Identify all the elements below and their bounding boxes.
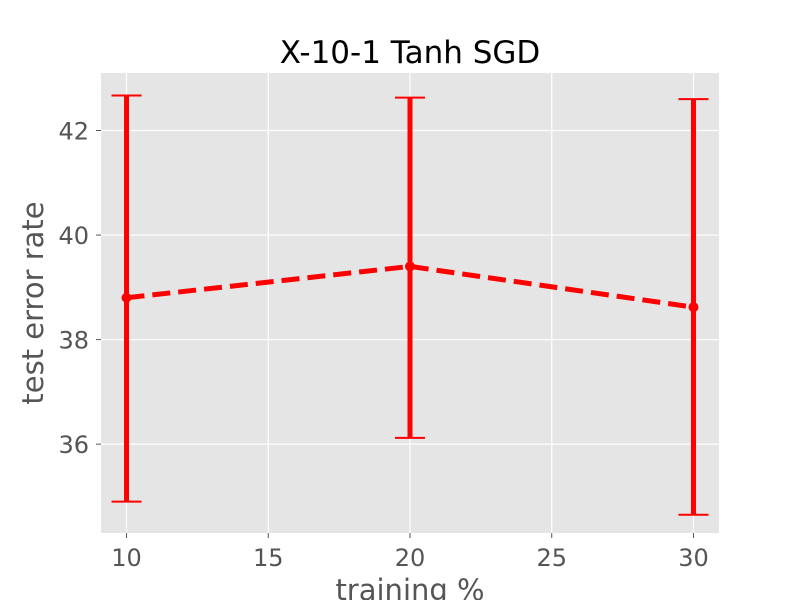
x-tick-label: 15 [253,544,284,572]
series-line [126,263,694,310]
x-axis-label: training % [335,573,484,600]
y-tick-label: 36 [58,431,89,459]
data-marks [111,94,709,516]
y-axis-label: test error rate [16,201,50,404]
x-tick-label: 25 [536,544,567,572]
y-tick-label: 38 [58,327,89,355]
data-point [405,261,415,272]
x-tick-label: 30 [678,544,709,572]
y-tick-label: 42 [58,118,89,146]
x-tick-label: 10 [111,544,142,572]
y-tick-label: 40 [58,222,89,250]
x-axis-ticks: 10 15 20 25 30 [111,533,709,572]
data-point [121,292,132,303]
data-point [688,302,699,313]
y-axis-ticks: 36 38 40 42 [58,118,101,459]
chart-title: X-10-1 Tanh SGD [280,35,541,71]
x-tick-label: 20 [395,544,426,572]
